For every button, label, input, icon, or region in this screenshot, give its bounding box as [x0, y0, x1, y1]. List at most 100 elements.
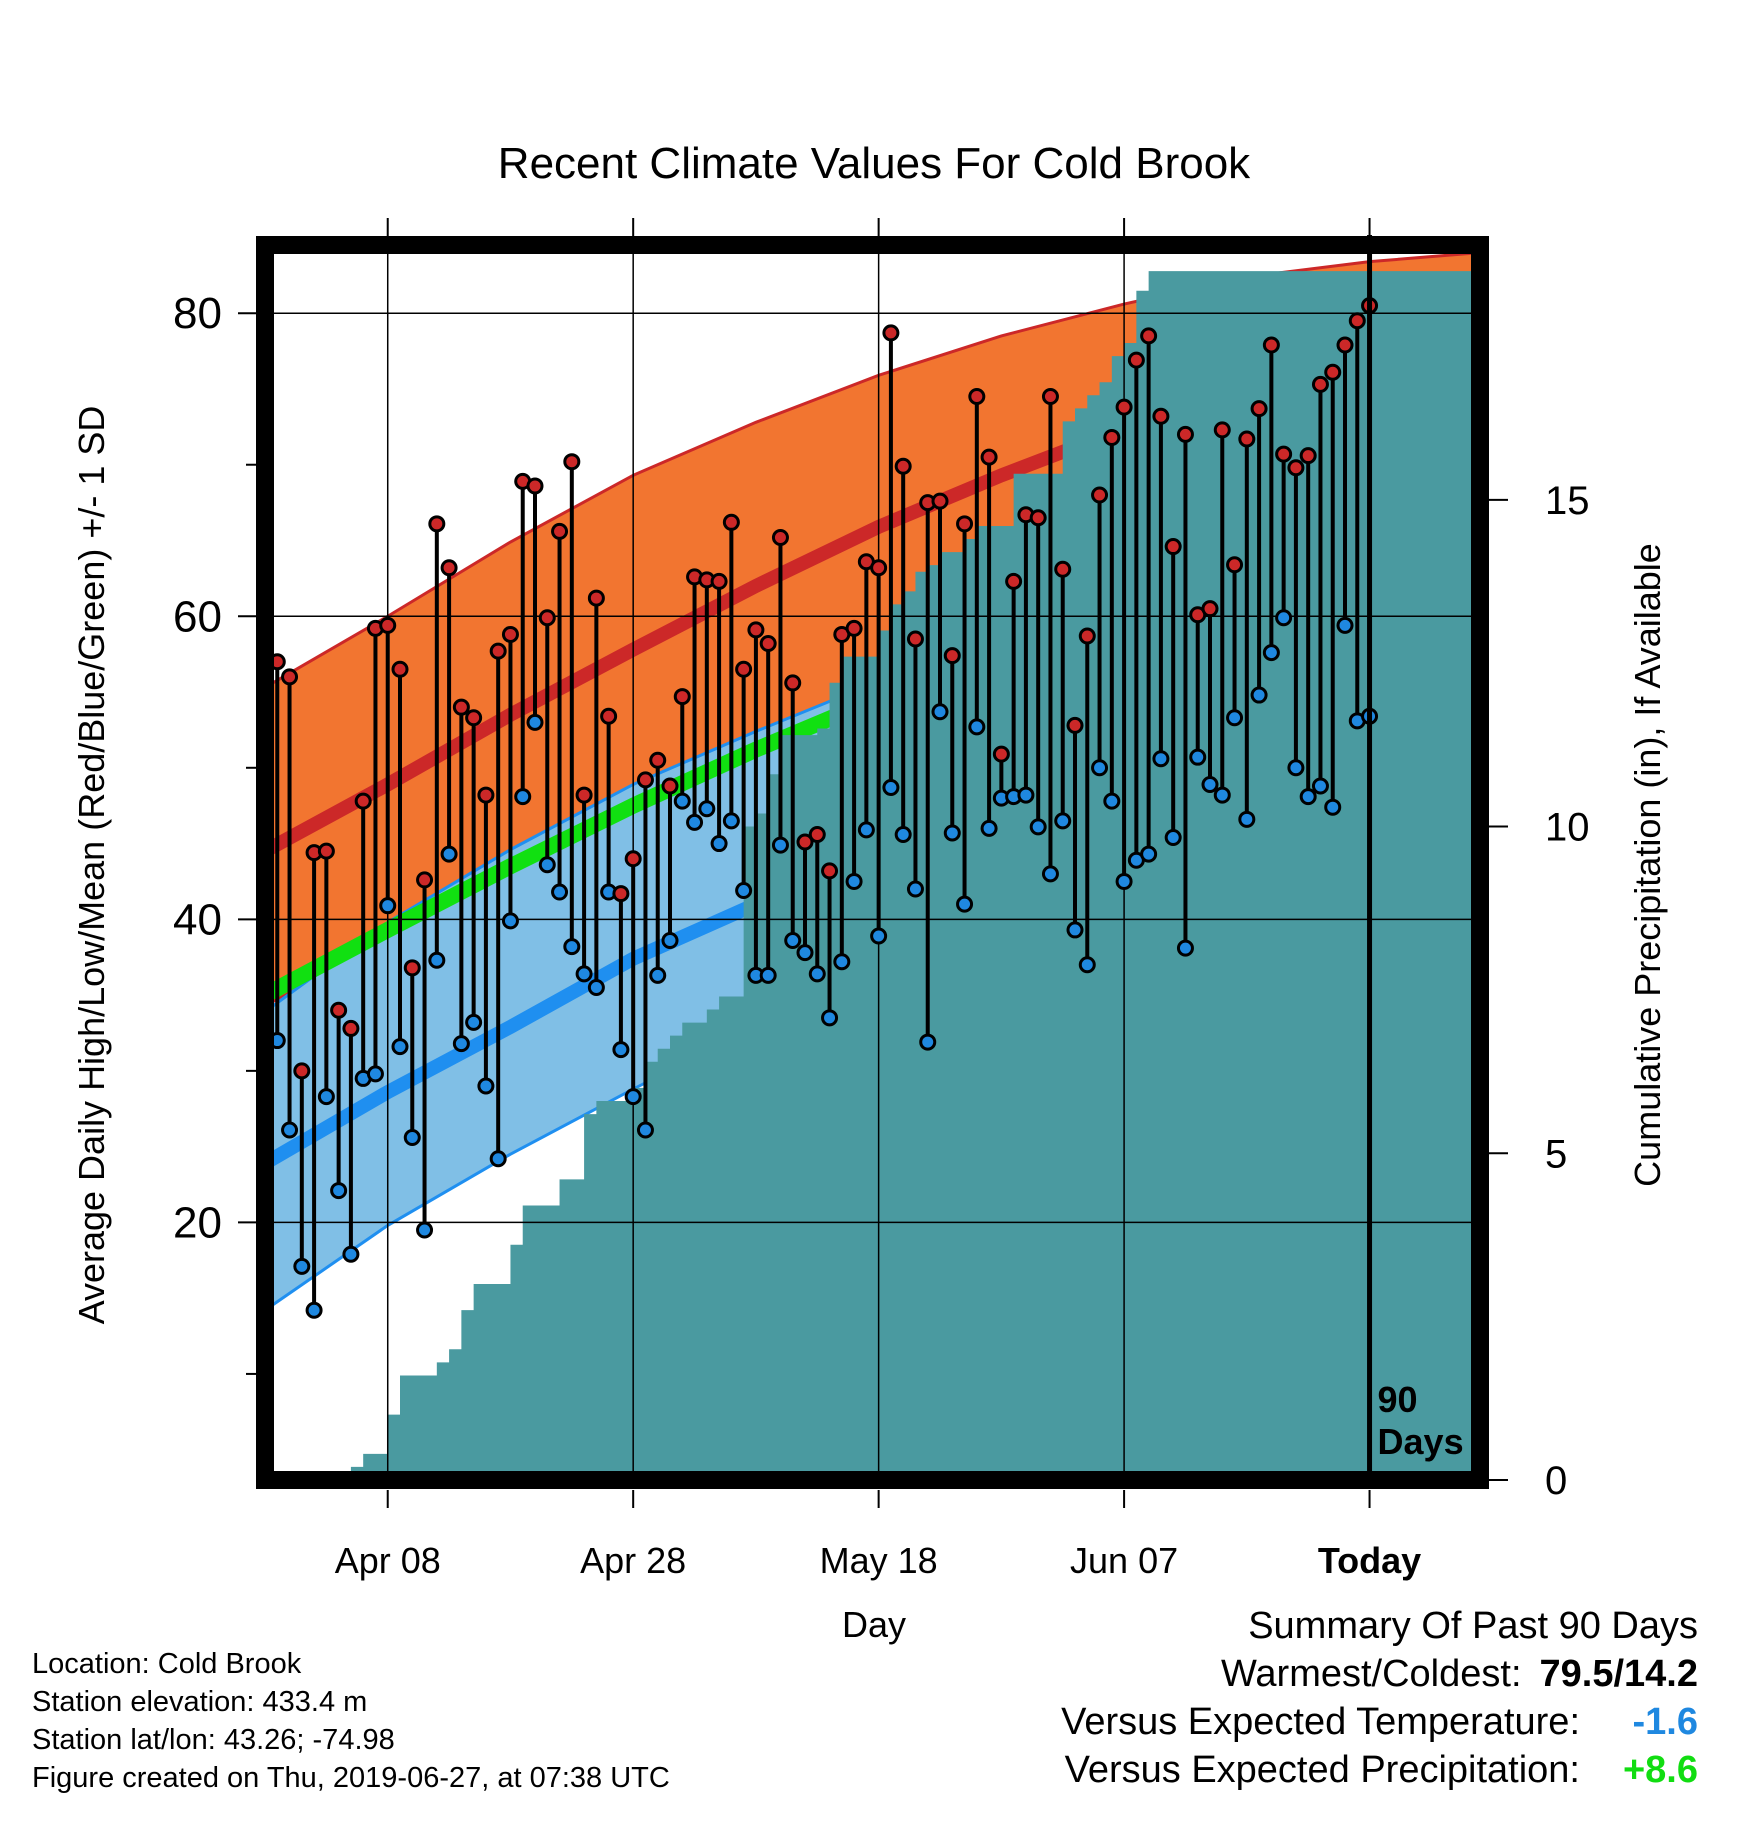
- y-tick-label: 60: [173, 592, 222, 641]
- low-point: [452, 1035, 470, 1053]
- low-point: [919, 1033, 937, 1051]
- precip-value: +8.6: [1622, 1749, 1698, 1791]
- high-point: [1029, 509, 1047, 527]
- high-point: [551, 522, 569, 540]
- summary-title: Summary Of Past 90 Days: [1248, 1605, 1698, 1647]
- high-point: [1250, 400, 1268, 418]
- high-point: [722, 513, 740, 531]
- high-point: [968, 388, 986, 406]
- warmest-value: 79.5/14.2: [1539, 1653, 1698, 1695]
- low-point: [1078, 956, 1096, 974]
- high-point: [465, 709, 483, 727]
- low-point: [342, 1245, 360, 1263]
- low-point: [710, 835, 728, 853]
- low-point: [403, 1129, 421, 1147]
- low-point: [1201, 775, 1219, 793]
- low-point: [649, 966, 667, 984]
- temp-value: -1.6: [1632, 1701, 1698, 1743]
- low-point: [551, 883, 569, 901]
- high-point: [1164, 538, 1182, 556]
- high-point: [943, 647, 961, 665]
- x-axis-label: Day: [842, 1604, 906, 1645]
- high-point: [710, 572, 728, 590]
- low-point: [735, 882, 753, 900]
- today-annotation-text: 90: [1378, 1379, 1418, 1420]
- high-point: [1336, 336, 1354, 354]
- high-point: [870, 559, 888, 577]
- low-point: [1176, 939, 1194, 957]
- low-point: [1299, 788, 1317, 806]
- low-point: [1103, 792, 1121, 810]
- high-point: [1299, 447, 1317, 465]
- location-text: Location: Cold Brook: [32, 1648, 302, 1680]
- x-tick-label: Apr 08: [335, 1540, 441, 1581]
- y2-tick-label: 15: [1545, 479, 1590, 523]
- high-point: [747, 621, 765, 639]
- high-point: [330, 1001, 348, 1019]
- low-point: [575, 965, 593, 983]
- high-point: [1078, 627, 1096, 645]
- low-point: [305, 1301, 323, 1319]
- high-point: [636, 771, 654, 789]
- low-point: [501, 912, 519, 930]
- low-point: [906, 880, 924, 898]
- low-point: [1287, 759, 1305, 777]
- high-point: [452, 698, 470, 716]
- low-point: [857, 821, 875, 839]
- high-point: [1103, 428, 1121, 446]
- high-point: [501, 625, 519, 643]
- low-point: [1275, 609, 1293, 627]
- warmest-label: Warmest/Coldest:: [1220, 1653, 1522, 1695]
- low-point: [870, 927, 888, 945]
- today-annotation-text: Days: [1378, 1421, 1464, 1462]
- low-point: [416, 1221, 434, 1239]
- low-point: [771, 836, 789, 854]
- low-point: [587, 979, 605, 997]
- y-tick-label: 20: [173, 1198, 222, 1247]
- low-point: [1324, 798, 1342, 816]
- precip-area: [265, 271, 1480, 1480]
- high-point: [784, 674, 802, 692]
- low-point: [833, 953, 851, 971]
- high-point: [600, 707, 618, 725]
- low-point: [722, 812, 740, 830]
- low-point: [612, 1041, 630, 1059]
- high-point: [1140, 327, 1158, 345]
- high-point: [1226, 556, 1244, 574]
- x-tick-label: Today: [1318, 1540, 1421, 1581]
- high-point: [575, 786, 593, 804]
- low-point: [1115, 872, 1133, 890]
- low-point: [477, 1077, 495, 1095]
- elevation-text: Station elevation: 433.4 m: [32, 1686, 368, 1718]
- high-point: [906, 630, 924, 648]
- low-point: [882, 778, 900, 796]
- low-point: [563, 938, 581, 956]
- low-point: [808, 965, 826, 983]
- high-point: [980, 448, 998, 466]
- high-point: [612, 885, 630, 903]
- low-point: [1054, 812, 1072, 830]
- low-point: [293, 1257, 311, 1275]
- low-point: [931, 703, 949, 721]
- low-point: [943, 824, 961, 842]
- high-point: [821, 862, 839, 880]
- high-point: [1348, 312, 1366, 330]
- low-point: [956, 895, 974, 913]
- high-point: [1152, 407, 1170, 425]
- high-point: [293, 1062, 311, 1080]
- low-point: [391, 1038, 409, 1056]
- y2-axis-label: Cumulative Precipitation (in), If Availa…: [1627, 543, 1668, 1187]
- low-point: [1164, 828, 1182, 846]
- high-point: [1176, 425, 1194, 443]
- high-point: [489, 642, 507, 660]
- high-point: [1311, 375, 1329, 393]
- high-point: [354, 792, 372, 810]
- low-point: [845, 872, 863, 890]
- high-point: [759, 635, 777, 653]
- high-point: [1287, 459, 1305, 477]
- summary-temp-row: Versus Expected Temperature: -1.6: [1061, 1698, 1698, 1746]
- temp-label: Versus Expected Temperature:: [1061, 1701, 1580, 1743]
- high-point: [1115, 398, 1133, 416]
- y-tick-label: 80: [173, 289, 222, 338]
